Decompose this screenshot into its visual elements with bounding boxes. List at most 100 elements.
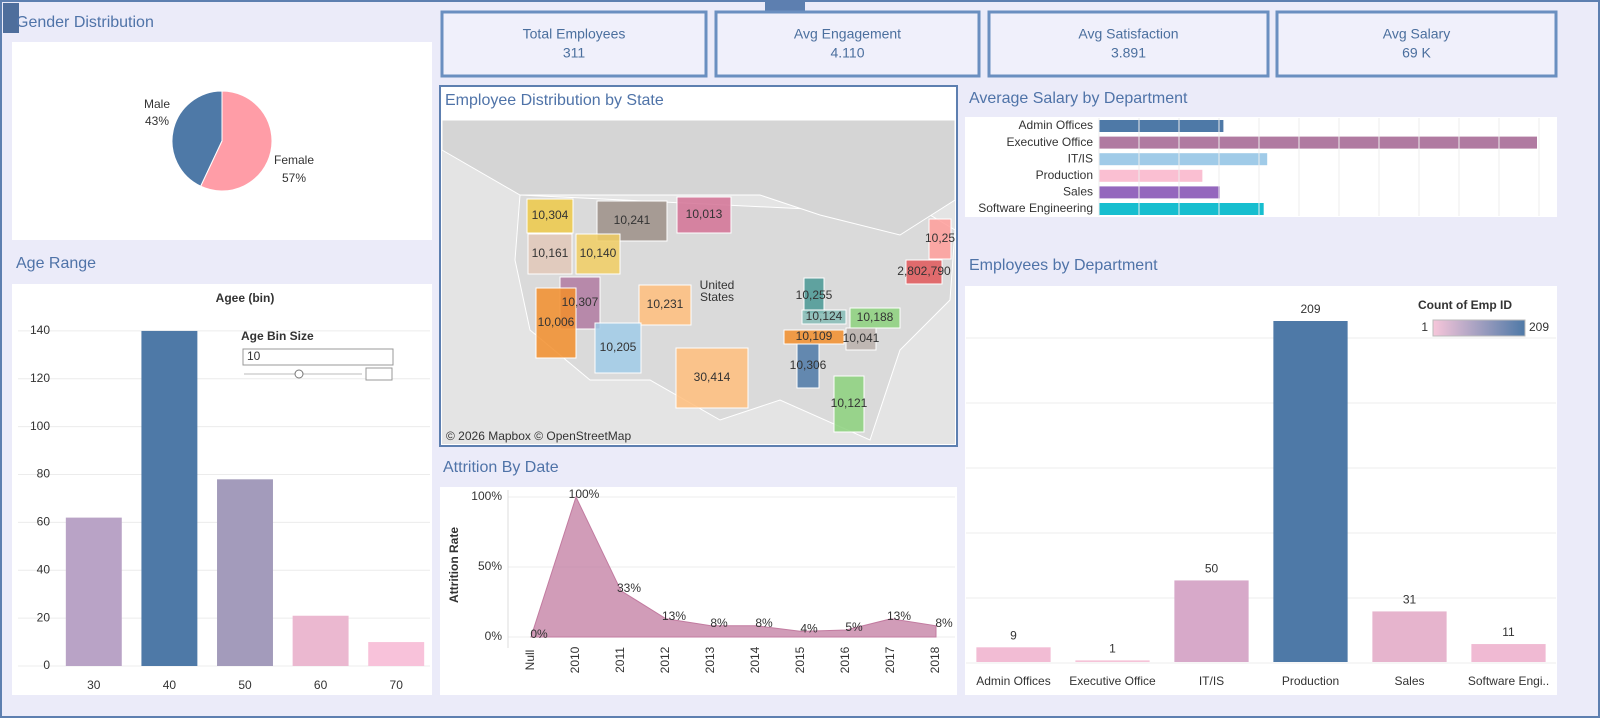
bar xyxy=(141,330,198,666)
x-tick-label: 50 xyxy=(238,678,252,692)
value-label: 13% xyxy=(662,609,686,623)
state-label: 10,041 xyxy=(843,331,880,345)
state-label: 10,006 xyxy=(538,315,575,329)
bar xyxy=(368,642,425,666)
slice-value: 43% xyxy=(145,114,169,128)
state-label: 10,161 xyxy=(532,246,569,260)
kpi-label: Avg Satisfaction xyxy=(1078,26,1178,42)
value-label: 11 xyxy=(1502,625,1515,639)
kpi-value: 3.891 xyxy=(1111,45,1146,61)
x-tick-label: 2016 xyxy=(838,646,852,673)
state xyxy=(796,343,820,389)
panel xyxy=(965,286,1557,695)
country-label: United xyxy=(700,278,735,292)
kpi-value: 69 K xyxy=(1402,45,1431,61)
state xyxy=(527,233,573,275)
x-tick-label: 2012 xyxy=(658,646,672,673)
state xyxy=(638,284,692,326)
bar xyxy=(1174,580,1249,662)
kpi-value: 4.110 xyxy=(831,45,865,61)
kpi-label: Total Employees xyxy=(523,26,626,42)
legend-title: Count of Emp ID xyxy=(1418,298,1512,312)
kpi-card xyxy=(1275,10,1558,78)
state xyxy=(594,322,642,374)
state-label: 10,306 xyxy=(790,358,827,372)
bar xyxy=(1099,153,1268,166)
control-label: Age Bin Size xyxy=(241,329,314,343)
y-tick-label: 20 xyxy=(37,610,51,624)
bar xyxy=(1372,611,1447,662)
bar xyxy=(976,647,1051,662)
attribution: © 2026 Mapbox © OpenStreetMap xyxy=(446,429,631,443)
value-label: 31 xyxy=(1403,593,1417,607)
value-label: 8% xyxy=(710,616,728,630)
state xyxy=(526,198,574,234)
x-tick-label: 30 xyxy=(87,678,101,692)
state-label: 10,188 xyxy=(857,310,894,324)
panel xyxy=(440,487,957,695)
value-label: 0% xyxy=(530,627,548,641)
category-label: Software Engineering xyxy=(978,201,1093,215)
bar xyxy=(1099,186,1220,199)
state-label: 10,140 xyxy=(580,246,617,260)
x-tick-label: Software Engi.. xyxy=(1468,674,1549,688)
x-tick-label: 70 xyxy=(390,678,404,692)
y-tick-label: 50% xyxy=(478,559,502,573)
state-label: 10,124 xyxy=(806,309,843,323)
value-label: 5% xyxy=(845,620,863,634)
state-label: 10,121 xyxy=(831,396,868,410)
state xyxy=(833,375,865,433)
x-tick-label: 2010 xyxy=(568,646,582,673)
chart-title: Average Salary by Department xyxy=(969,90,1188,107)
drag-handle[interactable] xyxy=(765,1,805,11)
state-label: 10,109 xyxy=(796,329,833,343)
x-tick-label: 40 xyxy=(163,678,177,692)
state xyxy=(928,218,952,260)
bar xyxy=(292,615,349,666)
y-tick-label: 0% xyxy=(485,629,503,643)
x-tick-label: 2015 xyxy=(793,646,807,673)
collapse-button[interactable] xyxy=(3,3,19,33)
x-tick-label: 2011 xyxy=(613,647,627,673)
x-tick-label: Executive Office xyxy=(1069,674,1156,688)
bar xyxy=(217,479,273,666)
y-axis-label: Attrition Rate xyxy=(447,527,461,603)
area xyxy=(530,495,937,638)
state xyxy=(676,196,732,234)
state-label: 10,013 xyxy=(686,207,723,221)
value-label: 100% xyxy=(569,487,600,501)
value-label: 8% xyxy=(755,616,773,630)
bar xyxy=(1099,136,1537,149)
state-label: 10,205 xyxy=(600,340,637,354)
slider-step[interactable] xyxy=(365,367,393,381)
state-label: 2,802,790 xyxy=(897,264,951,278)
y-tick-label: 140 xyxy=(30,323,50,337)
category-label: Executive Office xyxy=(1007,135,1094,149)
color-ramp xyxy=(1432,319,1526,337)
kpi-card xyxy=(440,10,708,78)
x-tick-label: IT/IS xyxy=(1199,674,1224,688)
slice-value: 57% xyxy=(282,171,306,185)
state xyxy=(905,259,943,285)
kpi-card xyxy=(987,10,1270,78)
value-label: 13% xyxy=(887,609,911,623)
y-tick-label: 60 xyxy=(37,515,51,529)
bar xyxy=(1099,203,1264,215)
kpi-label: Avg Salary xyxy=(1383,26,1450,42)
bar xyxy=(1471,644,1546,662)
legend-max: 209 xyxy=(1529,320,1549,334)
land-north xyxy=(441,119,956,236)
y-tick-label: 40 xyxy=(37,562,51,576)
x-tick-label: 2014 xyxy=(748,646,762,673)
value-label: 1 xyxy=(1109,642,1116,656)
value-label: 50 xyxy=(1205,562,1219,576)
control-value: 10 xyxy=(247,349,261,363)
control-input[interactable] xyxy=(242,348,394,366)
state-label: 10,304 xyxy=(532,208,569,222)
slider-thumb[interactable] xyxy=(294,369,304,379)
value-label: 9 xyxy=(1010,628,1017,642)
pie-slice xyxy=(171,90,223,187)
kpi-card xyxy=(714,10,981,78)
y-tick-label: 120 xyxy=(30,371,50,385)
